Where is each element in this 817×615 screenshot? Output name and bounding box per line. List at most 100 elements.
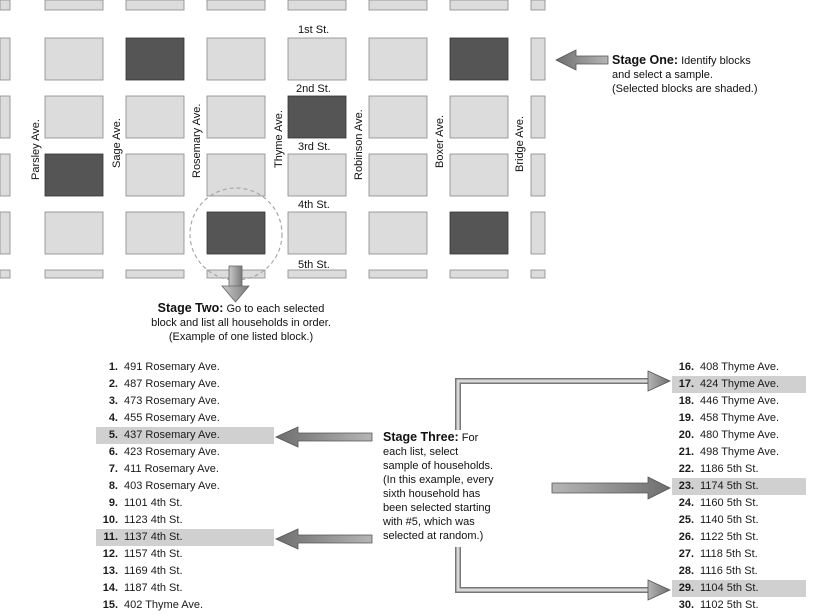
avenue-label-robinson: Robinson Ave.	[353, 109, 365, 180]
household-address: 437 Rosemary Ave.	[124, 429, 220, 441]
household-address: 455 Rosemary Ave.	[124, 412, 220, 424]
city-block	[126, 96, 184, 138]
city-block	[450, 96, 508, 138]
selected-block	[450, 38, 508, 80]
city-block	[0, 38, 10, 80]
city-block	[207, 96, 265, 138]
city-block	[288, 154, 346, 196]
household-address: 1137 4th St.	[124, 531, 183, 543]
street-label-5th: 5th St.	[298, 259, 330, 271]
household-number: 26.	[672, 529, 694, 546]
city-block	[288, 0, 346, 10]
city-block	[450, 0, 508, 10]
stage-two-text-2: block and list all households in order.	[151, 317, 331, 329]
city-block	[369, 270, 427, 278]
household-number: 12.	[96, 546, 118, 563]
household-address: 1116 5th St.	[700, 565, 758, 577]
household-number: 27.	[672, 546, 694, 563]
household-address: 1140 5th St.	[700, 514, 759, 526]
household-number: 11.	[96, 529, 118, 546]
household-address: 1187 4th St.	[124, 582, 183, 594]
household-row-selected: 23. 1174 5th St.	[672, 478, 806, 495]
city-block	[531, 96, 545, 138]
household-address: 1169 4th St.	[124, 565, 183, 577]
street-label-4th: 4th St.	[298, 199, 330, 211]
city-block	[45, 0, 103, 10]
household-address: 423 Rosemary Ave.	[124, 446, 220, 458]
stage-three-line-2: sample of households.	[383, 460, 493, 472]
household-row: 10. 1123 4th St.	[96, 512, 274, 529]
arrow-to-item-11-icon	[276, 529, 372, 549]
stage-three-line-6: with #5, which was	[383, 516, 475, 528]
city-block	[369, 0, 427, 10]
city-block	[207, 0, 265, 10]
selected-block	[288, 96, 346, 138]
city-block	[0, 0, 10, 10]
stage-three-line-1: each list, select	[383, 446, 458, 458]
household-row: 19. 458 Thyme Ave.	[672, 410, 806, 427]
household-row: 16. 408 Thyme Ave.	[672, 359, 806, 376]
household-address: 403 Rosemary Ave.	[124, 480, 220, 492]
household-number: 4.	[96, 410, 118, 427]
household-row-selected: 11. 1137 4th St.	[96, 529, 274, 546]
household-row: 1. 491 Rosemary Ave.	[96, 359, 274, 376]
household-number: 16.	[672, 359, 694, 376]
household-row-selected: 5. 437 Rosemary Ave.	[96, 427, 274, 444]
household-number: 14.	[96, 580, 118, 597]
household-address: 458 Thyme Ave.	[700, 412, 779, 424]
household-address: 1186 5th St.	[700, 463, 759, 475]
city-block	[0, 212, 10, 254]
household-address: 487 Rosemary Ave.	[124, 378, 220, 390]
household-address: 1157 4th St.	[124, 548, 183, 560]
city-block	[0, 270, 10, 278]
stage-two-title: Stage Two:	[158, 301, 224, 315]
city-block	[126, 212, 184, 254]
household-address: 1101 4th St.	[124, 497, 183, 509]
city-block	[126, 270, 184, 278]
city-block	[450, 154, 508, 196]
arrow-to-item-23-icon	[552, 477, 670, 499]
household-number: 22.	[672, 461, 694, 478]
household-address: 411 Rosemary Ave.	[124, 463, 219, 475]
household-list-left: 1. 491 Rosemary Ave. 2. 487 Rosemary Ave. 3.…	[96, 359, 274, 614]
household-number: 25.	[672, 512, 694, 529]
selected-block	[207, 212, 265, 254]
stage-three-title-rest: For	[462, 432, 479, 444]
household-number: 8.	[96, 478, 118, 495]
household-number: 15.	[96, 597, 118, 614]
city-block	[45, 38, 103, 80]
stage-one-text-3: (Selected blocks are shaded.)	[612, 83, 758, 95]
city-block	[45, 212, 103, 254]
city-block	[369, 212, 427, 254]
household-row: 20. 480 Thyme Ave.	[672, 427, 806, 444]
household-number: 10.	[96, 512, 118, 529]
household-address: 1118 5th St.	[700, 548, 758, 560]
city-block	[207, 38, 265, 80]
household-address: 1123 4th St.	[124, 514, 183, 526]
city-block	[531, 212, 545, 254]
household-address: 1102 5th St.	[700, 599, 759, 611]
household-address: 480 Thyme Ave.	[700, 429, 779, 441]
household-address: 498 Thyme Ave.	[700, 446, 779, 458]
stage-two-caption: Stage Two: Go to each selected block and…	[96, 301, 386, 344]
household-row: 24. 1160 5th St.	[672, 495, 806, 512]
household-row: 8. 403 Rosemary Ave.	[96, 478, 274, 495]
household-address: 402 Thyme Ave.	[124, 599, 203, 611]
selected-block	[126, 38, 184, 80]
avenue-label-rosemary: Rosemary Ave.	[191, 104, 203, 178]
city-block	[45, 96, 103, 138]
household-address: 491 Rosemary Ave.	[124, 361, 220, 373]
household-row: 30. 1102 5th St.	[672, 597, 806, 614]
household-number: 6.	[96, 444, 118, 461]
stage-one-text-2: and select a sample.	[612, 69, 713, 81]
household-address: 1160 5th St.	[700, 497, 759, 509]
stage-three-caption: Stage Three: For each list, select sampl…	[383, 430, 543, 543]
stage-one-caption: Stage One: Identify blocks and select a …	[612, 53, 817, 96]
stage-three-line-4: sixth household has	[383, 488, 480, 500]
household-number: 9.	[96, 495, 118, 512]
household-row: 18. 446 Thyme Ave.	[672, 393, 806, 410]
street-label-2nd: 2nd St.	[296, 83, 331, 95]
selected-block	[450, 212, 508, 254]
city-block	[288, 270, 346, 278]
household-address: 473 Rosemary Ave.	[124, 395, 220, 407]
